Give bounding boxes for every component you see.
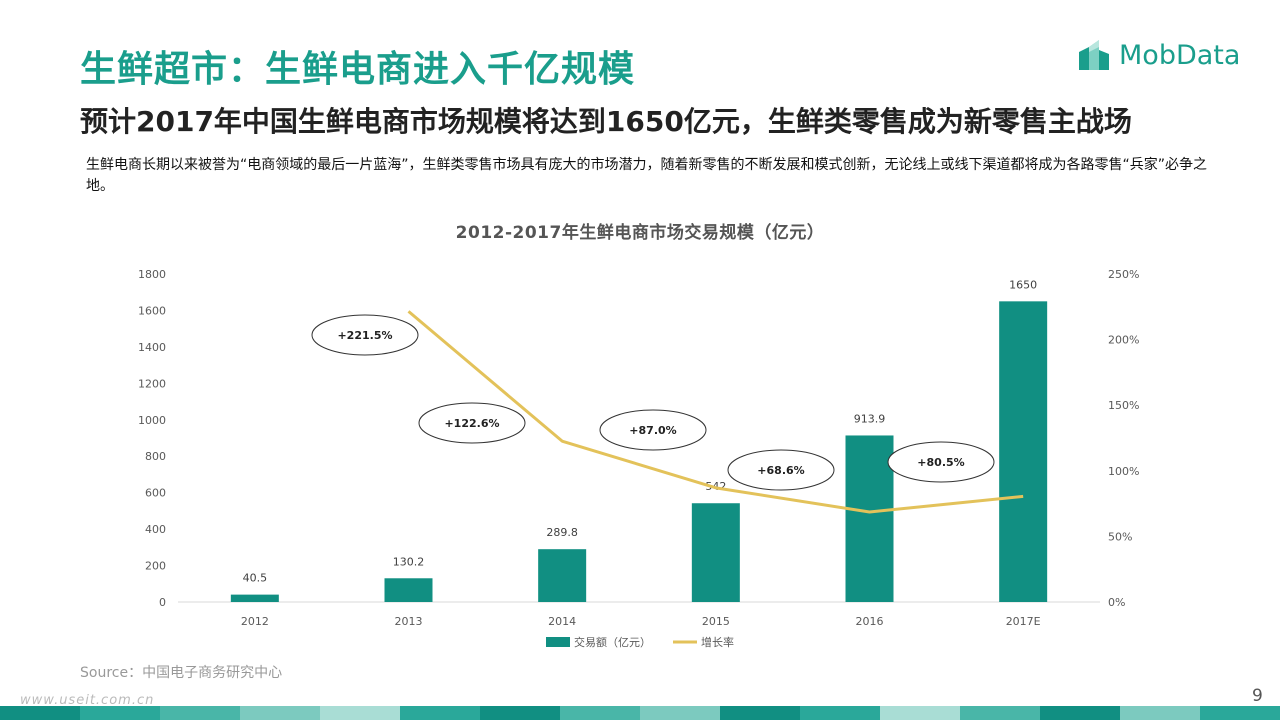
footer-stripe [80,706,160,720]
bar-data-label: 40.5 [243,572,268,585]
y-right-tick-label: 200% [1108,334,1139,347]
y-right-tick-label: 150% [1108,399,1139,412]
y-left-tick-label: 400 [145,523,166,536]
y-left-tick-label: 800 [145,450,166,463]
x-tick-label: 2013 [395,615,423,628]
legend-line-label: 增长率 [701,635,734,649]
footer-stripe [720,706,800,720]
footer-stripe [1040,706,1120,720]
bar-data-label: 130.2 [393,555,425,568]
bar-data-label: 1650 [1009,278,1037,291]
growth-callout-ellipse [887,441,995,483]
footer-stripe [560,706,640,720]
y-right-tick-label: 100% [1108,465,1139,478]
footer-stripe [1200,706,1280,720]
footer-stripe [320,706,400,720]
bar-2014 [538,549,587,602]
footer-stripe [0,706,80,720]
growth-callout-ellipse [599,409,707,451]
bar-data-label: 289.8 [546,526,578,539]
logo-text: MobData [1119,39,1241,71]
x-tick-label: 2016 [856,615,884,628]
x-tick-label: 2015 [702,615,730,628]
y-left-tick-label: 1800 [138,268,166,281]
growth-callout-label: +68.6% [757,464,804,477]
x-tick-label: 2014 [548,615,576,628]
y-left-tick-label: 1200 [138,377,166,390]
bar-2016 [845,435,894,602]
growth-callout-ellipse [727,449,835,491]
footer-stripe [160,706,240,720]
growth-callout-label: +122.6% [444,417,499,430]
chart-title: 2012-2017年生鲜电商市场交易规模（亿元） [455,223,825,243]
bar-2015 [691,503,740,602]
footer-stripe [800,706,880,720]
mobdata-logo-icon [1079,40,1109,70]
growth-rate-line [407,310,1024,514]
growth-callout-ellipse [311,314,419,356]
page-number: 9 [1252,686,1263,706]
growth-callout-label: +80.5% [917,456,964,469]
footer-stripe [400,706,480,720]
y-left-tick-label: 200 [145,560,166,573]
y-left-tick-label: 600 [145,487,166,500]
footer-stripe [880,706,960,720]
growth-callout-label: +87.0% [629,424,676,437]
bar-2012 [230,594,279,602]
bar-2013 [384,578,433,602]
growth-callout-ellipse [418,402,526,444]
legend-bar-label: 交易额（亿元） [574,635,651,649]
x-tick-label: 2012 [241,615,269,628]
y-right-tick-label: 50% [1108,530,1132,543]
bar-data-label: 913.9 [854,412,886,425]
footer-stripe [640,706,720,720]
watermark: www.useit.com.cn [20,693,155,708]
mobdata-logo: MobData [1077,38,1240,72]
y-left-tick-label: 1000 [138,414,166,427]
footer-stripe [240,706,320,720]
page-title: 生鲜超市：生鲜电商进入千亿规模 [80,49,636,90]
legend-bar-swatch [546,637,570,647]
bar-2017E [999,301,1048,602]
x-tick-label: 2017E [1006,615,1041,628]
footer-stripe [1120,706,1200,720]
page-subtitle: 预计2017年中国生鲜电商市场规模将达到1650亿元，生鲜类零售成为新零售主战场 [80,105,1132,138]
y-left-tick-label: 1400 [138,341,166,354]
y-right-tick-label: 0% [1108,596,1125,609]
footer-stripe [960,706,1040,720]
y-left-tick-label: 0 [159,596,166,609]
source-note: Source：中国电子商务研究中心 [80,665,283,681]
y-left-tick-label: 1600 [138,304,166,317]
footer-color-bar [0,706,1280,720]
growth-callout-label: +221.5% [337,329,392,342]
description-text: 生鲜电商长期以来被誉为“电商领域的最后一片蓝海”，生鲜类零售市场具有庞大的市场潜… [86,157,1208,194]
y-right-tick-label: 250% [1108,268,1139,281]
footer-stripe [480,706,560,720]
